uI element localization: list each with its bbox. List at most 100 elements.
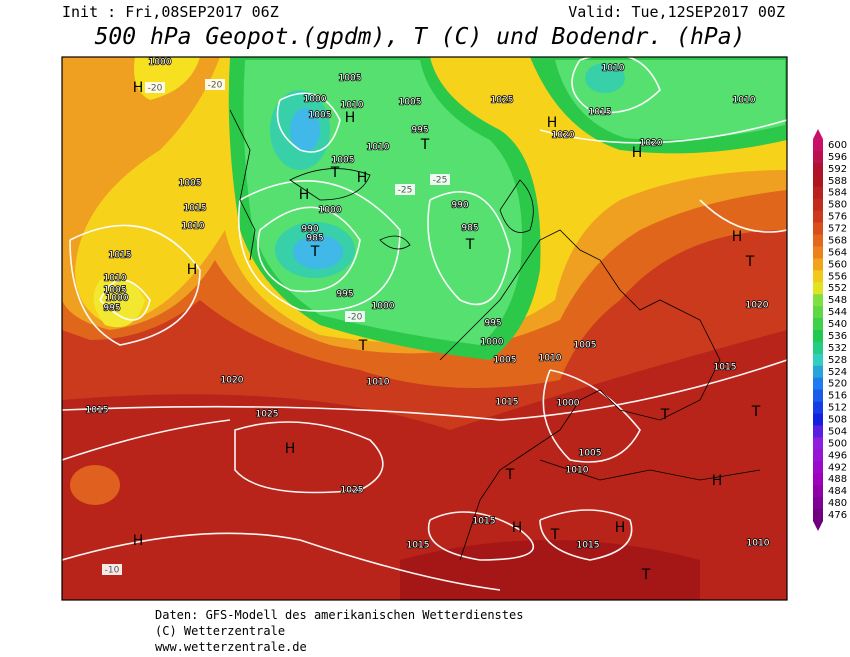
- isobar-label: 995: [411, 126, 428, 136]
- pressure-center: H: [345, 110, 356, 126]
- isobar-label: 1010: [566, 466, 589, 476]
- colorbar-label: 512: [828, 403, 847, 414]
- colorbar-label: 592: [828, 164, 847, 175]
- colorbar-bottom-arrow: [813, 520, 823, 531]
- colorbar-label: 496: [828, 450, 847, 461]
- label-box: [395, 184, 415, 195]
- pressure-center: H: [512, 520, 523, 536]
- pressure-center: H: [357, 170, 368, 186]
- colorbar-label: 476: [828, 510, 847, 521]
- colorbar-swatch: [813, 449, 823, 462]
- colorbar-label: 548: [828, 295, 847, 306]
- isobar-label: 1010: [104, 274, 127, 284]
- isobar-label: 1010: [341, 101, 364, 111]
- isobar-label: 1015: [86, 406, 109, 416]
- pressure-center: H: [547, 115, 558, 131]
- colorbar-swatch: [813, 437, 823, 450]
- pressure-center: T: [465, 237, 475, 253]
- isobar-label: 1005: [309, 111, 332, 121]
- pressure-center: H: [285, 441, 296, 457]
- colorbar-label: 600: [828, 140, 847, 151]
- colorbar-label: 544: [828, 307, 847, 318]
- colorbar-swatch: [813, 473, 823, 486]
- label-box: [102, 564, 122, 575]
- colorbar-label: 508: [828, 415, 847, 426]
- colorbar-swatch: [813, 377, 823, 391]
- colorbar-label: 524: [828, 367, 847, 378]
- colorbar-swatch: [813, 150, 823, 164]
- colorbar-swatch: [813, 306, 823, 319]
- colorbar-label: 596: [828, 152, 847, 163]
- colorbar-swatch: [813, 222, 823, 236]
- isobar-label: 1015: [577, 541, 600, 551]
- label-box: [430, 174, 450, 185]
- pressure-center: T: [751, 404, 761, 420]
- isobar-label: 1015: [407, 541, 430, 551]
- isobar-label: 1000: [149, 58, 172, 68]
- temperature-label: -20: [348, 313, 363, 323]
- pressure-center: T: [660, 407, 670, 423]
- pressure-center: T: [745, 254, 755, 270]
- isobar-label: 985: [461, 224, 478, 234]
- isobar-label: 1025: [341, 486, 364, 496]
- isobar-label: 985: [306, 234, 323, 244]
- colorbar-label: 500: [828, 438, 847, 449]
- colorbar-label: 516: [828, 391, 847, 402]
- isobar-label: 1015: [473, 517, 496, 527]
- colorbar-label: 568: [828, 235, 847, 246]
- isobar-label: 1020: [746, 301, 769, 311]
- colorbar-swatch: [813, 294, 823, 307]
- colorbar-swatch: [813, 186, 823, 200]
- colorbar-label: 540: [828, 319, 847, 330]
- colorbar: 6005965925885845805765725685645605565525…: [813, 129, 847, 531]
- isobar-label: 1000: [304, 95, 327, 105]
- map-title: 500 hPa Geopot.(gpdm), T (C) und Bodendr…: [95, 24, 746, 50]
- colorbar-swatch: [813, 341, 823, 355]
- colorbar-label: 480: [828, 498, 847, 509]
- pressure-center: H: [732, 229, 743, 245]
- isobar-label: 1025: [256, 410, 279, 420]
- pressure-center: T: [330, 165, 340, 181]
- colorbar-swatch: [813, 509, 823, 522]
- colorbar-swatch: [813, 234, 823, 247]
- colorbar-swatch: [813, 365, 823, 379]
- isobar-label: 1010: [182, 222, 205, 232]
- isobar-label: 1020: [640, 139, 663, 149]
- colorbar-label: 564: [828, 247, 847, 258]
- isobar-label: 1000: [372, 302, 395, 312]
- colorbar-swatch: [813, 198, 823, 212]
- colorbar-label: 488: [828, 474, 847, 485]
- colorbar-swatch: [813, 461, 823, 474]
- colorbar-label: 484: [828, 486, 847, 497]
- isobar-label: 1000: [319, 206, 342, 216]
- isobar-label: 1005: [179, 179, 202, 189]
- isobar-label: 1005: [494, 356, 517, 366]
- colorbar-label: 580: [828, 200, 847, 211]
- footer-source: Daten: GFS-Modell des amerikanischen Wet…: [155, 608, 523, 622]
- isobar-label: 1005: [339, 74, 362, 84]
- colorbar-swatch: [813, 318, 823, 331]
- colorbar-label: 576: [828, 212, 847, 223]
- colorbar-swatch: [813, 413, 823, 426]
- label-box: [145, 82, 165, 93]
- pressure-center: T: [550, 527, 560, 543]
- colorbar-label: 504: [828, 426, 847, 437]
- colorbar-swatch: [813, 330, 823, 343]
- label-box: [345, 311, 365, 322]
- colorbar-swatch: [813, 210, 823, 224]
- isobar-label: 990: [301, 225, 318, 235]
- colorbar-swatch: [813, 258, 823, 271]
- pressure-center: T: [420, 137, 430, 153]
- temperature-label: -20: [148, 84, 163, 94]
- isobar-label: 1000: [557, 399, 580, 409]
- pressure-center: H: [187, 262, 198, 278]
- pressure-center: H: [615, 520, 626, 536]
- colorbar-label: 492: [828, 462, 847, 473]
- init-time: Init : Fri,08SEP2017 06Z: [62, 3, 279, 21]
- label-box: [205, 79, 225, 90]
- isobar-label: 1010: [367, 143, 390, 153]
- colorbar-swatch: [813, 139, 823, 152]
- colorbar-label: 536: [828, 331, 847, 342]
